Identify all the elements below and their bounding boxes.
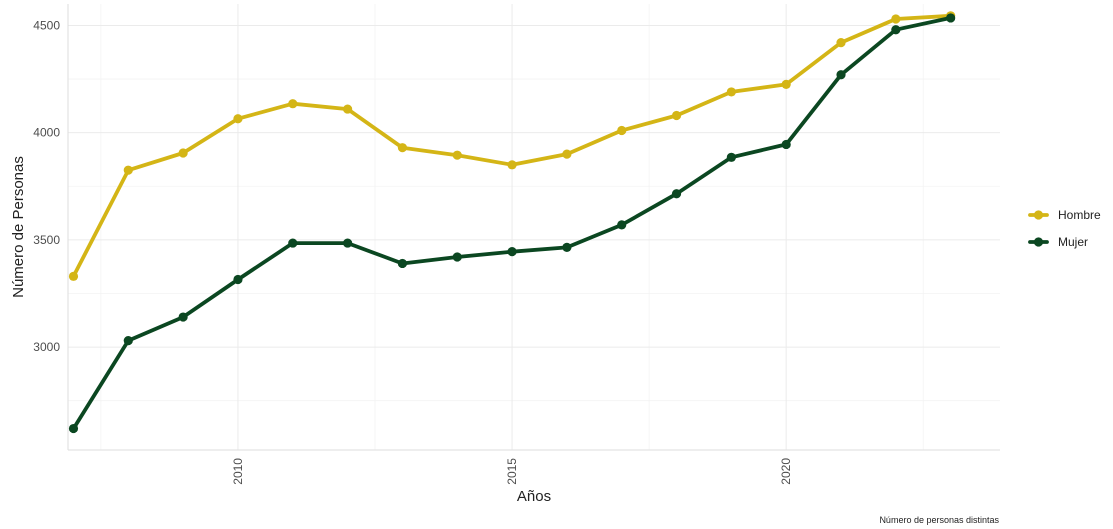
y-tick-label: 4500 [33, 18, 60, 32]
x-axis-title: Años [517, 488, 551, 505]
data-point-hombre [891, 14, 901, 24]
data-point-hombre [726, 87, 736, 97]
x-tick-label: 2010 [231, 458, 245, 485]
y-tick-label: 4000 [33, 126, 60, 140]
data-point-mujer [617, 220, 627, 230]
data-point-mujer [781, 139, 791, 150]
data-point-hombre [781, 79, 791, 90]
data-point-mujer [123, 336, 133, 346]
legend-key-point-mujer [1033, 237, 1044, 247]
data-point-mujer [68, 423, 79, 434]
data-point-mujer [946, 13, 956, 23]
data-point-hombre [452, 150, 462, 160]
data-point-mujer [288, 238, 298, 248]
data-point-hombre [617, 125, 627, 136]
data-point-hombre [68, 271, 79, 281]
data-point-mujer [562, 242, 572, 252]
data-point-hombre [178, 148, 188, 158]
data-point-mujer [507, 247, 517, 257]
data-point-hombre [507, 160, 517, 170]
data-point-hombre [397, 143, 408, 153]
chart-caption: Número de personas distintas [879, 515, 999, 525]
data-point-hombre [343, 104, 353, 114]
data-point-hombre [562, 149, 572, 159]
data-point-mujer [343, 238, 353, 248]
data-point-hombre [123, 165, 133, 175]
x-tick-label: 2020 [779, 458, 793, 485]
data-point-mujer [836, 70, 846, 80]
x-tick-label: 2015 [505, 458, 519, 485]
data-point-hombre [836, 37, 846, 48]
data-point-hombre [233, 114, 243, 124]
data-point-mujer [452, 252, 462, 262]
y-tick-label: 3000 [33, 340, 60, 354]
data-point-mujer [233, 274, 243, 285]
data-point-mujer [178, 312, 188, 322]
data-point-mujer [671, 189, 682, 199]
y-tick-label: 3500 [33, 233, 60, 247]
data-point-hombre [288, 99, 298, 109]
data-point-mujer [397, 258, 408, 269]
legend-key-point-hombre [1033, 210, 1044, 220]
data-point-mujer [726, 152, 736, 162]
y-axis-title: Número de Personas [10, 156, 27, 298]
data-point-hombre [671, 110, 682, 121]
legend-label-hombre: Hombre [1058, 208, 1101, 222]
legend-label-mujer: Mujer [1058, 235, 1088, 249]
data-point-mujer [891, 25, 901, 35]
